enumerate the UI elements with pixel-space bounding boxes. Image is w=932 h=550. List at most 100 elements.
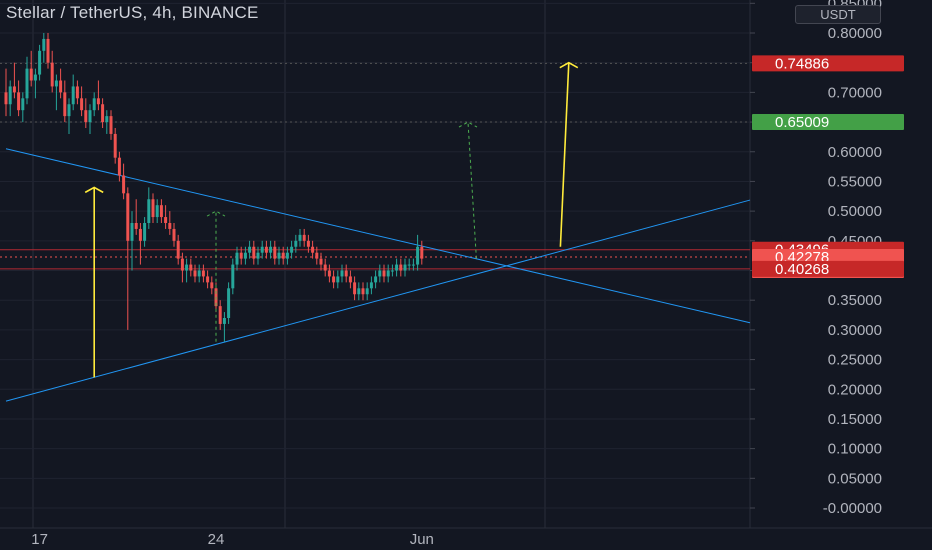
- candle-body: [227, 288, 231, 318]
- candle-body: [256, 252, 260, 259]
- candle-body: [33, 74, 37, 81]
- candle-body: [59, 80, 63, 93]
- candle-body: [239, 252, 243, 259]
- candle-body: [109, 116, 113, 134]
- candle-body: [357, 288, 361, 295]
- candle-body: [185, 264, 189, 271]
- candle-body: [327, 270, 331, 277]
- candle-body: [411, 264, 415, 266]
- time-tick-label: Jun: [410, 531, 434, 548]
- candle-body: [92, 98, 96, 111]
- candle-body: [206, 276, 210, 283]
- price-tick-label: 0.15000: [828, 411, 882, 428]
- candle-body: [336, 276, 340, 283]
- candle-body: [151, 199, 155, 218]
- candle-body: [138, 228, 142, 241]
- candle-body: [4, 92, 8, 105]
- candle-body: [323, 264, 327, 271]
- price-tick-label: 0.50000: [828, 203, 882, 220]
- candle-body: [420, 246, 424, 259]
- candle-body: [176, 240, 180, 259]
- candle-body: [332, 276, 336, 283]
- candle-body: [294, 240, 298, 247]
- price-marker-box: [752, 55, 904, 72]
- candle-body: [88, 110, 92, 123]
- candle-body: [319, 258, 323, 265]
- price-tick-label: 0.05000: [828, 470, 882, 487]
- candle-body: [38, 50, 42, 75]
- candle-body: [369, 282, 373, 289]
- candle-body: [147, 199, 151, 223]
- currency-badge[interactable]: USDT: [795, 5, 881, 24]
- candle-body: [252, 246, 256, 259]
- candle-body: [117, 157, 121, 176]
- candle-body: [67, 104, 71, 117]
- target-arrow-line[interactable]: [559, 62, 570, 247]
- candle-body: [344, 270, 348, 277]
- candle-body: [42, 38, 46, 51]
- candle-body: [155, 205, 159, 218]
- candle-body: [71, 86, 75, 105]
- price-marker-label: 0.74886: [775, 55, 829, 72]
- candle-body: [231, 264, 235, 289]
- trendline[interactable]: [5, 199, 751, 402]
- candle-body: [315, 252, 319, 259]
- candle-body: [126, 193, 130, 241]
- price-tick-label: -0.00000: [823, 500, 882, 517]
- candle-body: [311, 246, 315, 253]
- candle-body: [264, 246, 268, 253]
- price-marker-box: [752, 114, 904, 131]
- candle-body: [84, 110, 88, 123]
- candle-body: [101, 104, 105, 123]
- candle-body: [130, 223, 134, 241]
- candle-body: [29, 68, 33, 81]
- candle-body: [390, 270, 394, 272]
- candle-body: [365, 288, 369, 295]
- price-tick-label: 0.55000: [828, 173, 882, 190]
- candle-body: [382, 270, 386, 277]
- candle-body: [403, 264, 407, 271]
- price-tick-label: 0.20000: [828, 381, 882, 398]
- price-tick-label: 0.10000: [828, 441, 882, 458]
- candle-body: [96, 98, 100, 105]
- candle-body: [290, 246, 294, 253]
- candle-body: [222, 318, 226, 324]
- candle-body: [134, 223, 138, 229]
- candle-body: [277, 252, 281, 259]
- candle-body: [399, 264, 403, 271]
- price-marker-box: [752, 260, 904, 277]
- chart-title: Stellar / TetherUS, 4h, BINANCE: [6, 3, 259, 22]
- trendline[interactable]: [5, 148, 751, 324]
- candle-body: [248, 246, 252, 253]
- candle-body: [113, 133, 117, 158]
- candle-body: [281, 252, 285, 259]
- price-tick-label: 0.80000: [828, 25, 882, 42]
- target-arrow-line[interactable]: [467, 122, 477, 259]
- candle-body: [197, 270, 201, 277]
- candle-body: [269, 246, 273, 253]
- candle-body: [416, 246, 420, 265]
- candle-body: [348, 276, 352, 283]
- candle-body: [143, 223, 147, 241]
- candle-body: [63, 92, 67, 117]
- candle-body: [243, 252, 247, 259]
- candle-body: [210, 282, 214, 289]
- candle-body: [193, 270, 197, 277]
- time-tick-label: 17: [31, 531, 48, 548]
- candle-body: [21, 98, 25, 111]
- time-tick-label: 24: [208, 531, 225, 548]
- candle-body: [218, 306, 222, 324]
- candle-body: [407, 264, 411, 266]
- price-marker-label: 0.40268: [775, 261, 829, 278]
- candle-body: [168, 223, 172, 229]
- candle-body: [353, 282, 357, 295]
- candle-body: [17, 92, 21, 111]
- candle-body: [189, 264, 193, 271]
- candle-body: [273, 246, 277, 259]
- candle-body: [105, 116, 109, 123]
- target-arrow-head: [84, 186, 104, 194]
- price-tick-label: 0.25000: [828, 352, 882, 369]
- candle-body: [172, 228, 176, 241]
- candle-body: [180, 258, 184, 271]
